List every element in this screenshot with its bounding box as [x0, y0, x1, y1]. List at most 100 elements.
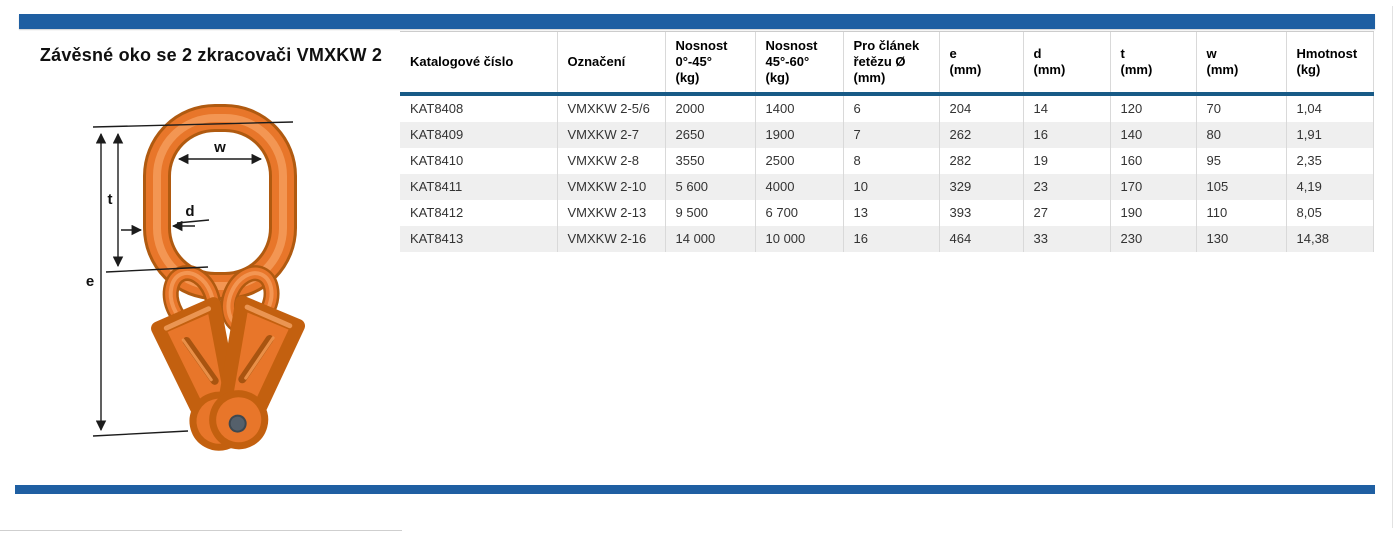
column-header: e (mm) — [938, 31, 1023, 96]
table-cell: 160 — [1109, 148, 1196, 174]
top-extension-line — [92, 121, 294, 128]
column-header: Katalogové číslo — [400, 31, 557, 96]
product-illustration: w t e d — [86, 104, 306, 451]
table-cell: 5 600 — [664, 174, 755, 200]
column-header: Hmotnost (kg) — [1285, 31, 1373, 96]
t-dimension-label: t — [108, 191, 113, 208]
table-cell: 1900 — [754, 122, 843, 148]
dimension-lines — [92, 121, 294, 437]
table-cell: 14 — [1022, 94, 1110, 122]
column-header: Označení — [556, 31, 665, 96]
table-cell: 16 — [842, 226, 939, 252]
table-cell: 282 — [938, 148, 1023, 174]
table-cell: 9 500 — [664, 200, 755, 226]
column-header: w (mm) — [1195, 31, 1286, 96]
table-row: KAT8411 VMXKW 2-10 5 600 4000 10 329 23 170 105 4… — [400, 174, 1373, 200]
table-cell: 190 — [1109, 200, 1196, 226]
table-cell: 6 — [842, 94, 939, 122]
table-cell: 140 — [1109, 122, 1196, 148]
page-edge-line — [1392, 6, 1393, 528]
table-cell: 262 — [938, 122, 1023, 148]
table-body: KAT8408 VMXKW 2-5/6 2000 1400 6 204 14 120 70 1,0… — [400, 94, 1373, 252]
bottom-accent-bar — [15, 485, 1375, 494]
table-cell: 2500 — [754, 148, 843, 174]
table-cell: 14,38 — [1285, 226, 1373, 252]
table-cell: VMXKW 2-13 — [556, 200, 665, 226]
table-cell: 95 — [1195, 148, 1286, 174]
table-cell: 120 — [1109, 94, 1196, 122]
right-clutch — [209, 295, 306, 450]
table-cell: 4,19 — [1285, 174, 1373, 200]
table-cell: 10 000 — [754, 226, 843, 252]
table-cell: 1400 — [754, 94, 843, 122]
table-cell: KAT8409 — [410, 127, 464, 142]
table-cell: 170 — [1109, 174, 1196, 200]
table-cell: VMXKW 2-7 — [556, 122, 665, 148]
table-row: KAT8408 VMXKW 2-5/6 2000 1400 6 204 14 120 70 1,0… — [400, 94, 1373, 122]
table-cell: KAT8408 — [410, 101, 464, 116]
table-cell: 4000 — [754, 174, 843, 200]
spec-table-container: Katalogové číslo Označení Nosnost 0°-45° (… — [400, 31, 1374, 252]
header-row: Katalogové číslo Označení Nosnost 0°-45° (… — [400, 31, 1373, 96]
table-cell: 8 — [842, 148, 939, 174]
table-cell: 230 — [1109, 226, 1196, 252]
table-row: KAT8409 VMXKW 2-7 2650 1900 7 262 16 140 80 1,91 — [400, 122, 1373, 148]
table-cell: 23 — [1022, 174, 1110, 200]
table-cell: 3550 — [664, 148, 755, 174]
table-cell: VMXKW 2-16 — [556, 226, 665, 252]
table-cell: KAT8412 — [410, 205, 464, 220]
table-cell: KAT8411 — [410, 179, 463, 194]
table-cell: 393 — [938, 200, 1023, 226]
table-cell: VMXKW 2-8 — [556, 148, 665, 174]
column-header: d (mm) — [1022, 31, 1110, 96]
table-cell: VMXKW 2-10 — [556, 174, 665, 200]
table-cell: KAT8410 — [410, 153, 464, 168]
table-cell: 27 — [1022, 200, 1110, 226]
table-cell: 14 000 — [664, 226, 755, 252]
top-accent-bar — [19, 14, 1375, 29]
product-title: Závěsné oko se 2 zkracovači VMXKW 2 — [39, 45, 383, 65]
footer-divider — [0, 530, 402, 531]
table-cell: 80 — [1195, 122, 1286, 148]
table-header: Katalogové číslo Označení Nosnost 0°-45° (… — [400, 31, 1373, 96]
bottom-extension-line — [92, 430, 189, 437]
table-cell: 13 — [842, 200, 939, 226]
pin-hole — [228, 414, 247, 433]
table-cell: 7 — [842, 122, 939, 148]
table-cell: 110 — [1195, 200, 1286, 226]
d-dimension-label: d — [185, 203, 194, 220]
table-row: KAT8412 VMXKW 2-13 9 500 6 700 13 393 27 190 110… — [400, 200, 1373, 226]
table-cell: 2000 — [664, 94, 755, 122]
table-cell: 2650 — [664, 122, 755, 148]
d-underline — [176, 219, 210, 224]
table-cell: 105 — [1195, 174, 1286, 200]
w-dimension-label: w — [213, 139, 226, 156]
table-cell: 130 — [1195, 226, 1286, 252]
column-header: t (mm) — [1109, 31, 1196, 96]
table-cell: 10 — [842, 174, 939, 200]
table-cell: 2,35 — [1285, 148, 1373, 174]
table-cell: 8,05 — [1285, 200, 1373, 226]
table-cell: VMXKW 2-5/6 — [556, 94, 665, 122]
table-row: KAT8413 VMXKW 2-16 14 000 10 000 16 464 33 230 1… — [400, 226, 1373, 252]
table-cell: 204 — [938, 94, 1023, 122]
t-extension-line — [105, 266, 209, 273]
master-link-shape — [143, 104, 297, 300]
table-cell: KAT8413 — [410, 231, 464, 246]
column-header: Pro článek řetězu Ø (mm) — [842, 31, 939, 96]
column-header: Nosnost 45°-60° (kg) — [754, 31, 843, 96]
spec-table: Katalogové číslo Označení Nosnost 0°-45° (… — [400, 31, 1374, 252]
table-cell: 6 700 — [754, 200, 843, 226]
table-cell: 16 — [1022, 122, 1110, 148]
table-cell: 19 — [1022, 148, 1110, 174]
table-cell: 33 — [1022, 226, 1110, 252]
table-cell: 70 — [1195, 94, 1286, 122]
table-cell: 1,91 — [1285, 122, 1373, 148]
e-dimension-label: e — [86, 273, 94, 290]
column-header: Nosnost 0°-45° (kg) — [664, 31, 755, 96]
table-cell: 329 — [938, 174, 1023, 200]
table-row: KAT8410 VMXKW 2-8 3550 2500 8 282 19 160 95 2,35 — [400, 148, 1373, 174]
table-cell: 464 — [938, 226, 1023, 252]
table-cell: 1,04 — [1285, 94, 1373, 122]
